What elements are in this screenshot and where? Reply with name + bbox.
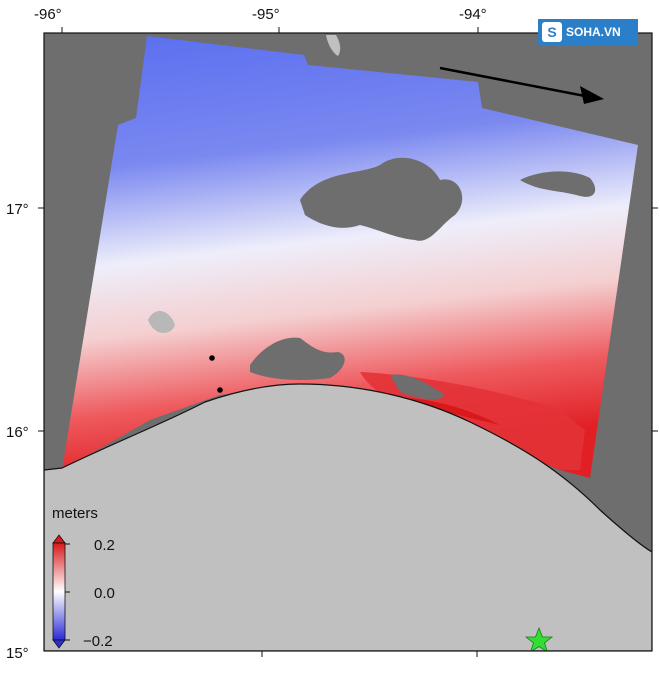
nodata-patch — [300, 157, 463, 241]
colorbar-title: meters — [52, 505, 98, 522]
colorbar-min: −0.2 — [83, 633, 113, 650]
look-direction-arrow — [439, 66, 604, 104]
lon-label: -96° — [34, 6, 62, 23]
epicenter-star — [524, 626, 554, 651]
nodata-patch — [390, 374, 445, 400]
lat-label: 15° — [6, 645, 29, 662]
lon-label: -95° — [252, 6, 280, 23]
colorbar-max: 0.2 — [94, 537, 115, 554]
land — [44, 383, 652, 651]
lon-label: -94° — [459, 6, 487, 23]
insar-swath — [62, 36, 638, 478]
uplift-zone-inner — [410, 398, 500, 425]
colorbar: meters 0.2 0.0 −0.2 — [52, 505, 115, 650]
colorbar-mid: 0.0 — [94, 585, 115, 602]
watermark-logo: S SOHA.VN — [538, 19, 638, 45]
map-border — [43, 32, 653, 652]
island — [326, 35, 341, 56]
nodata-patch — [250, 337, 345, 380]
city-dot — [209, 355, 215, 361]
nodata-patch — [520, 171, 596, 197]
city-dot — [217, 387, 223, 393]
lat-label: 16° — [6, 424, 29, 441]
lon-ticks — [61, 27, 479, 657]
lat-ticks — [38, 207, 658, 432]
lat-label: 17° — [6, 201, 29, 218]
lagoon — [148, 310, 175, 334]
watermark-badge: S — [542, 22, 562, 42]
watermark-text: SOHA.VN — [566, 25, 621, 39]
